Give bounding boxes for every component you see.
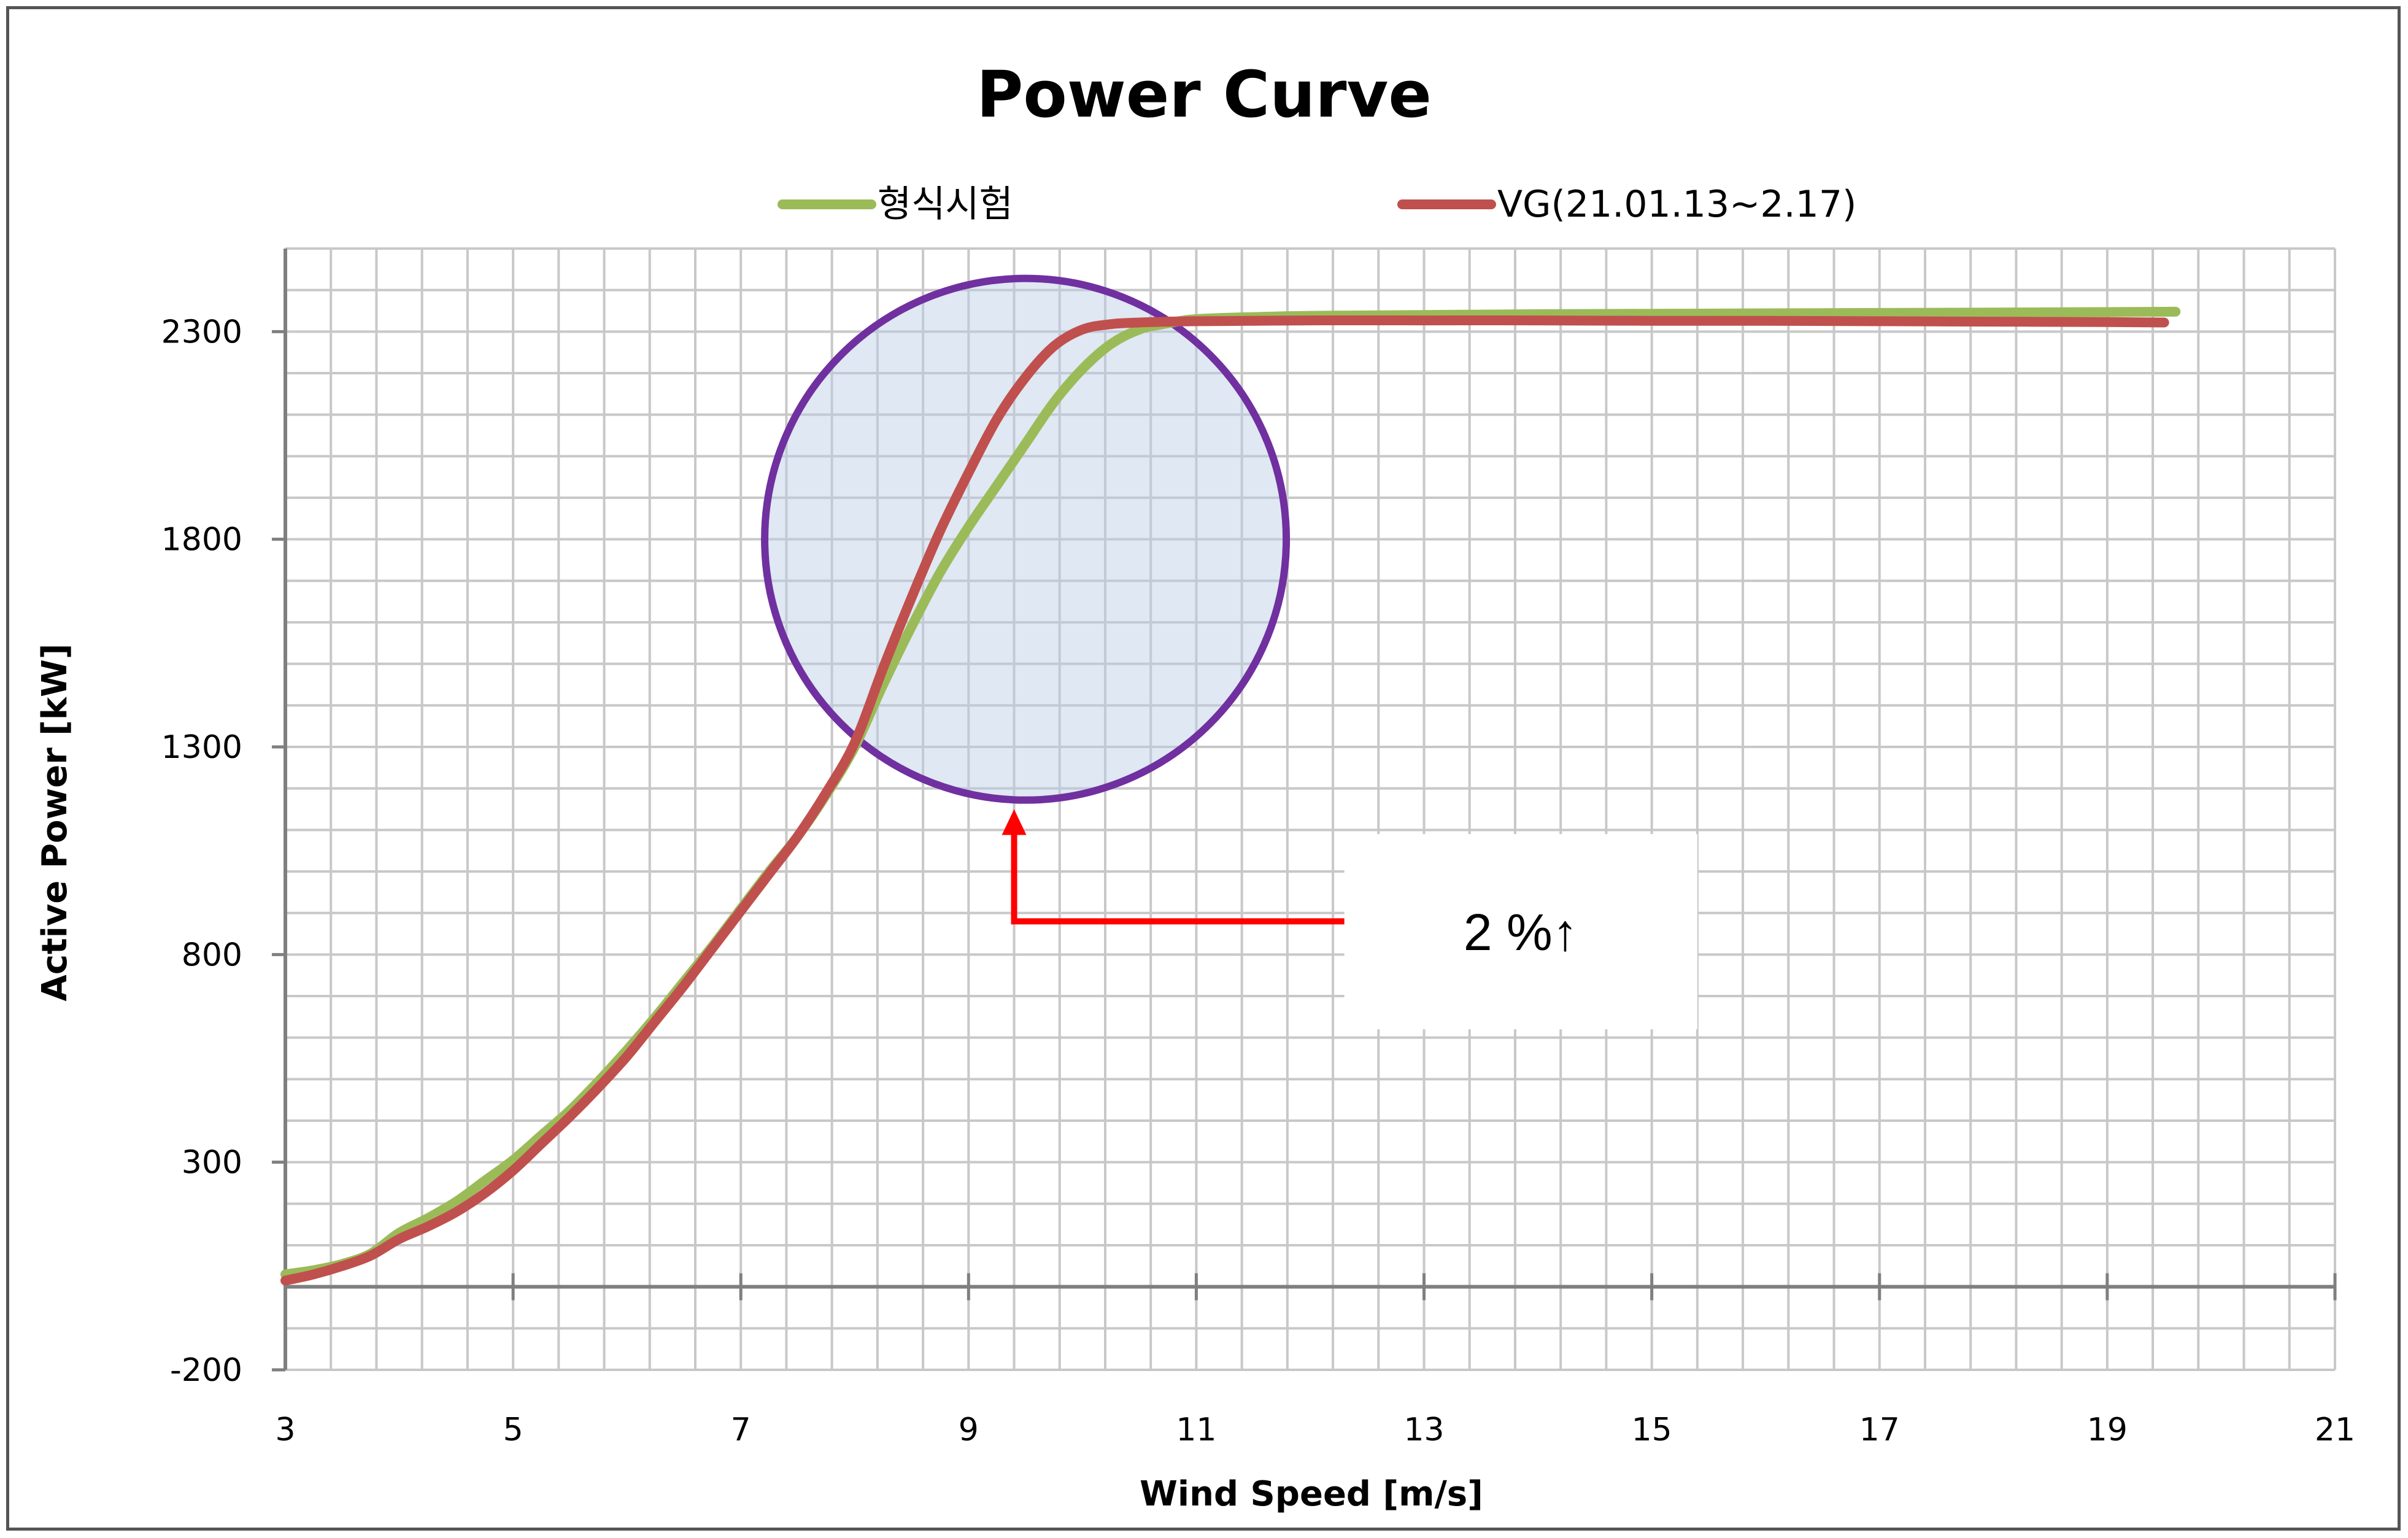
x-tick-label: 11 bbox=[1176, 1412, 1216, 1448]
tick-labels: -200 300 800 1300 1800 2300 3 5 7 9 11 13 15 17 19 21 bbox=[161, 314, 2355, 1448]
y-axis-title: Active Power [kW] bbox=[35, 643, 75, 1001]
chart-title: Power Curve bbox=[976, 57, 1432, 132]
legend-label-vg: VG(21.01.13~2.17) bbox=[1497, 183, 1856, 226]
x-tick-label: 5 bbox=[503, 1412, 523, 1448]
axes bbox=[272, 249, 2337, 1372]
highlight-circle bbox=[761, 274, 1291, 804]
y-tick-label: 300 bbox=[182, 1145, 242, 1181]
callout-box bbox=[1344, 834, 1697, 1030]
x-tick-label: 7 bbox=[731, 1412, 751, 1448]
callout-arrow-line bbox=[1011, 833, 1345, 925]
series-line-vg bbox=[280, 315, 2169, 1286]
x-tick-label: 17 bbox=[1859, 1412, 1900, 1448]
y-tick-label: 1800 bbox=[161, 522, 242, 558]
x-tick-label: 9 bbox=[959, 1412, 979, 1448]
x-tick-label: 19 bbox=[2087, 1412, 2128, 1448]
series bbox=[280, 274, 2181, 1286]
chart-frame bbox=[6, 6, 2401, 1531]
x-tick-label: 21 bbox=[2315, 1412, 2355, 1448]
legend: 형식시험 VG(21.01.13~2.17) bbox=[778, 183, 1856, 226]
series-line-type-test bbox=[280, 306, 2181, 1280]
legend-label-type-test: 형식시험 bbox=[878, 183, 1013, 226]
grid bbox=[284, 247, 2336, 1371]
x-axis-title: Wind Speed [m/s] bbox=[1140, 1474, 1483, 1514]
y-tick-label: 1300 bbox=[161, 729, 242, 766]
x-tick-label: 13 bbox=[1403, 1412, 1444, 1448]
y-tick-label: -200 bbox=[170, 1352, 242, 1389]
x-tick-label: 15 bbox=[1632, 1412, 1672, 1448]
x-tick-label: 3 bbox=[275, 1412, 295, 1448]
callout-text: 2 %↑ bbox=[1464, 903, 1578, 961]
annotations: 2 %↑ bbox=[1001, 809, 1697, 1030]
y-tick-label: 2300 bbox=[161, 314, 242, 350]
callout-arrow-head bbox=[1001, 809, 1027, 835]
y-tick-label: 800 bbox=[182, 937, 242, 973]
